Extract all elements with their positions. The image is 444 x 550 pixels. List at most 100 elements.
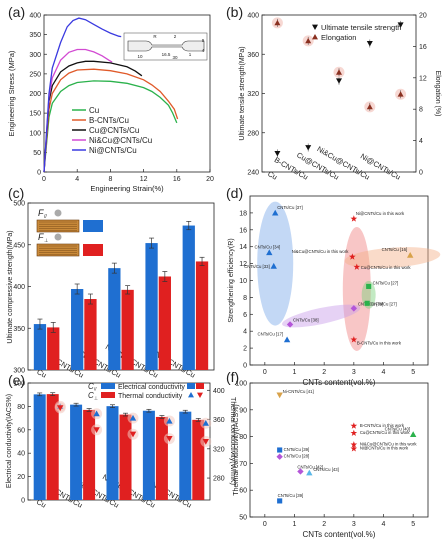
y-tick-label: 60: [239, 488, 247, 495]
x-tick-label: 4: [382, 521, 386, 528]
point-label: Ni@CNTs/Cu in this work: [356, 211, 405, 216]
y2-tick-label: 16: [419, 44, 427, 51]
y-tick-label: 100: [235, 381, 247, 388]
bar: [142, 410, 155, 500]
legend-symbol: F: [38, 232, 44, 242]
x-tick-label: 4: [382, 369, 386, 376]
sample-image: [36, 219, 80, 233]
x-tick-label: 1: [293, 521, 297, 528]
legend-swatch: [83, 244, 103, 256]
y-axis-label: Ultimate tensile strength(MPa): [239, 46, 246, 140]
point-label: CNTs/Cu [40]: [385, 426, 411, 431]
y-axis-label: Engineering Stress (MPa): [7, 50, 16, 136]
bar: [83, 409, 96, 500]
bar: [71, 289, 84, 370]
data-point: [272, 209, 279, 216]
point-label: CNTs/Cu [16]: [382, 247, 408, 252]
x-tick-label: 20: [206, 176, 214, 183]
cluster-ellipse: [257, 201, 294, 326]
y-tick-label: 50: [33, 150, 41, 157]
bar: [158, 276, 171, 370]
y-tick-label: 100: [29, 130, 41, 137]
x-tick-label: 1: [293, 369, 297, 376]
x-axis-label: Engineering Strain(%): [90, 184, 164, 193]
data-point: [277, 447, 283, 453]
inset-dimension: 1: [189, 52, 192, 57]
legend-subscript: ⊥: [44, 238, 48, 244]
inset-dimension: 30: [172, 55, 178, 60]
x-axis-label: CNTs content(vol.%): [303, 530, 376, 539]
panel-e: (e)020406080100CuB-CNTs/CuCu@CNTs/CuNi&C…: [6, 372, 236, 510]
point-label: Cu@CNTs/Cu in this work: [360, 430, 411, 435]
y-tick-label: 200: [29, 91, 41, 98]
legend-marker: [197, 392, 203, 398]
data-point: [407, 251, 414, 258]
legend-symbol: C: [88, 391, 94, 400]
point-label: CNTs/Cu [33]: [244, 264, 270, 269]
bar: [84, 299, 97, 370]
bar: [33, 394, 46, 500]
series-line: [43, 17, 122, 173]
y-tick-label: 240: [247, 170, 259, 177]
point-label: Ni&Cu@CNTs/Cu in this work: [292, 249, 350, 254]
y-tick-label: 20: [17, 474, 25, 481]
y-tick-label: 6: [243, 312, 247, 319]
legend-entry: B-CNTs/Cu: [89, 116, 129, 125]
legend-entry: Elongation: [321, 33, 356, 42]
data-point: [350, 445, 358, 452]
bar: [121, 289, 134, 370]
x-tick-label: 12: [140, 176, 148, 183]
panel-b: (b) 240 280 320 360 400 0 4 8 12 16 20 Ultimate tens…: [226, 4, 441, 182]
data-point: [350, 305, 358, 312]
y2-axis-label: Elongation (%): [434, 71, 441, 117]
point-label: CNTs/Cu [38]: [293, 317, 319, 322]
x-tick-label: 8: [108, 176, 112, 183]
data-point: [266, 249, 273, 256]
point-label: CNTs/Cu [28]: [284, 454, 310, 459]
y-tick-label: 80: [17, 404, 25, 411]
data-point: [274, 150, 281, 157]
y2-tick-label: 320: [213, 446, 225, 453]
plot-frame: [249, 382, 429, 518]
data-point: [306, 469, 313, 476]
data-point: [129, 431, 137, 438]
y-tick-label: 500: [13, 201, 25, 208]
category-label: Cu: [35, 497, 48, 510]
data-point: [57, 405, 64, 412]
data-point: [366, 283, 372, 289]
y2-tick-label: 360: [213, 417, 225, 424]
legend-swatch: [187, 383, 195, 389]
specimen-shape: [127, 40, 205, 52]
data-point: [283, 336, 291, 343]
y-tick-label: 8: [243, 295, 247, 302]
sample-icon: [54, 233, 62, 241]
y2-tick-label: 280: [213, 476, 225, 483]
y2-tick-label: 4: [419, 138, 423, 145]
panel-label: (b): [226, 4, 243, 20]
x-tick-label: 0: [263, 369, 267, 376]
y-tick-label: 16: [239, 227, 247, 234]
bar: [108, 268, 121, 370]
y2-tick-label: 12: [419, 75, 427, 82]
y-tick-label: 100: [13, 381, 25, 388]
point-label: CNTs/Cu [39]: [278, 493, 304, 498]
data-point: [349, 253, 356, 260]
y-tick-label: 70: [239, 461, 247, 468]
point-label: CNTs/Cu [37]: [277, 205, 303, 210]
y2-axis-label: Thermal conductivity(W/mK): [229, 397, 236, 485]
legend-entry: Ni&Cu@CNTs/Cu: [89, 136, 152, 145]
point-label: CNTs/Cu [39]: [284, 447, 310, 452]
y-tick-label: 350: [29, 32, 41, 39]
legend-subscript: //: [44, 214, 47, 220]
y-axis-label: Ultimate compressive strength(MPa): [7, 230, 14, 343]
y-tick-label: 40: [17, 451, 25, 458]
legend-marker: [188, 392, 194, 398]
legend-marker: [312, 24, 318, 30]
bar: [179, 411, 192, 500]
legend-entry: Thermal conductivity: [118, 393, 183, 400]
legend-entry: Cu: [89, 106, 99, 115]
data-point: [336, 69, 342, 75]
